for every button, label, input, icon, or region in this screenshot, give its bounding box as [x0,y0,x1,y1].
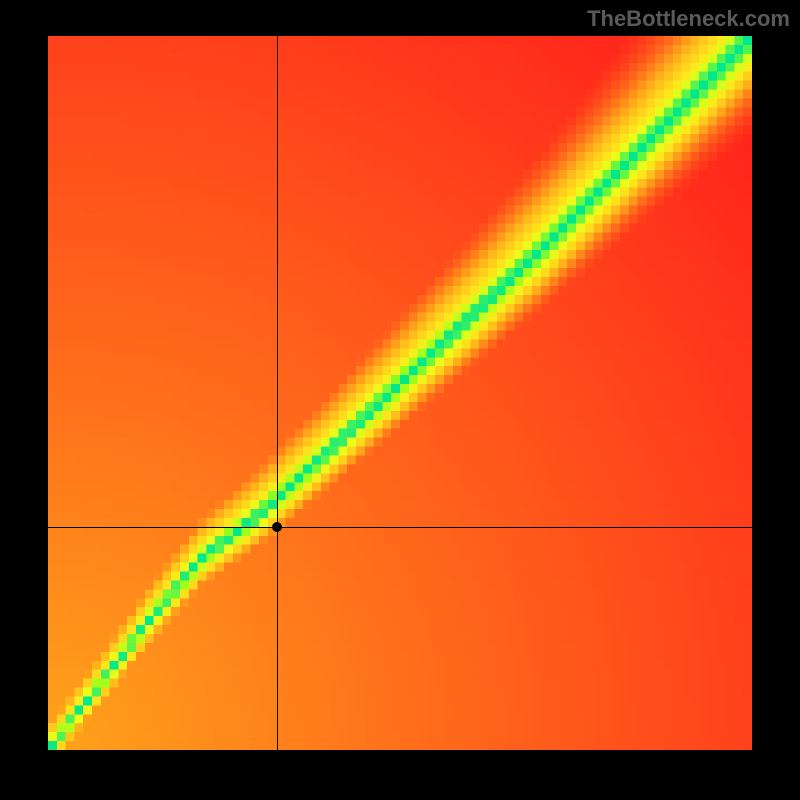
crosshair-marker [272,522,282,532]
crosshair-vertical [277,36,278,750]
plot-area [48,36,752,750]
watermark-text: TheBottleneck.com [587,6,790,32]
heatmap-canvas [48,36,752,750]
crosshair-horizontal [48,527,752,528]
